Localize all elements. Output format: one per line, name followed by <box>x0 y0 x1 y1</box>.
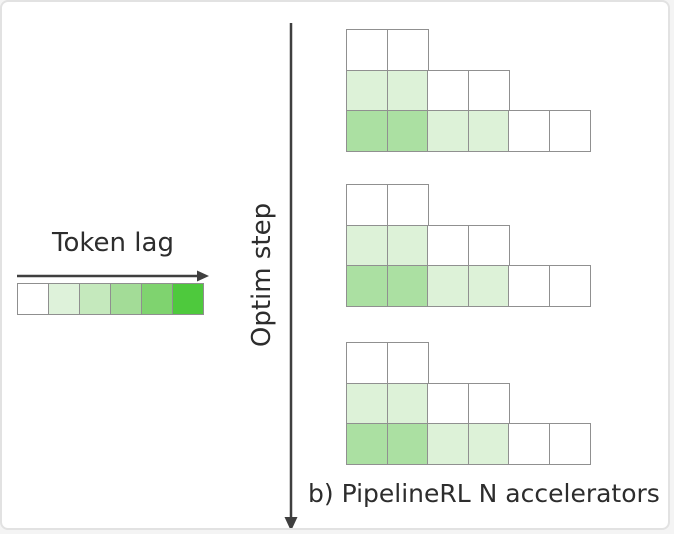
token-lag-legend-scale <box>17 283 204 315</box>
legend-cell <box>48 283 80 315</box>
grid-row <box>346 29 591 71</box>
grid-cell <box>386 29 429 71</box>
pipeline-group <box>346 184 591 307</box>
legend-cell <box>110 283 142 315</box>
grid-cell <box>346 184 388 226</box>
grid-cell <box>548 265 591 307</box>
legend-cell <box>79 283 111 315</box>
grid-cell <box>346 423 388 465</box>
legend-cell <box>172 283 204 315</box>
grid-row <box>346 110 591 152</box>
optim-step-axis-label: Optim step <box>247 202 277 348</box>
grid-cell <box>386 423 429 465</box>
legend-title: Token lag <box>52 228 174 258</box>
grid-cell <box>467 423 510 465</box>
grid-cell <box>467 265 510 307</box>
legend-cell <box>17 283 49 315</box>
grid-cell <box>346 342 388 384</box>
grid-cell <box>467 224 510 267</box>
grid-cell <box>508 110 550 152</box>
legend-cell <box>141 283 173 315</box>
grid-cell <box>346 29 388 71</box>
grid-cell <box>346 265 388 307</box>
grid-row <box>346 423 591 465</box>
grid-cell <box>427 265 469 307</box>
grid-row <box>346 224 591 267</box>
grid-cell <box>467 69 510 112</box>
token-lag-arrow-icon <box>17 270 209 282</box>
grid-cell <box>386 265 429 307</box>
grid-cell <box>346 110 388 152</box>
grid-cell <box>548 110 591 152</box>
grid-cell <box>427 224 469 267</box>
grid-cell <box>386 342 429 384</box>
grid-cell <box>386 382 429 425</box>
grid-row <box>346 265 591 307</box>
grid-cell <box>427 110 469 152</box>
grid-cell <box>386 69 429 112</box>
grid-cell <box>427 423 469 465</box>
grid-cell <box>346 69 388 112</box>
figure-caption: b) PipelineRL N accelerators <box>308 479 660 508</box>
grid-cell <box>346 224 388 267</box>
grid-cell <box>386 110 429 152</box>
grid-cell <box>346 382 388 425</box>
grid-cell <box>508 423 550 465</box>
pipeline-group <box>346 29 591 152</box>
grid-row <box>346 342 591 384</box>
grid-row <box>346 184 591 226</box>
grid-cell <box>427 69 469 112</box>
grid-row <box>346 69 591 112</box>
pipeline-group <box>346 342 591 465</box>
optim-step-arrow-icon <box>284 23 298 528</box>
grid-row <box>346 382 591 425</box>
grid-cell <box>467 382 510 425</box>
grid-cell <box>548 423 591 465</box>
grid-cell <box>467 110 510 152</box>
grid-cell <box>427 382 469 425</box>
grid-cell <box>386 224 429 267</box>
grid-cell <box>386 184 429 226</box>
grid-cell <box>508 265 550 307</box>
